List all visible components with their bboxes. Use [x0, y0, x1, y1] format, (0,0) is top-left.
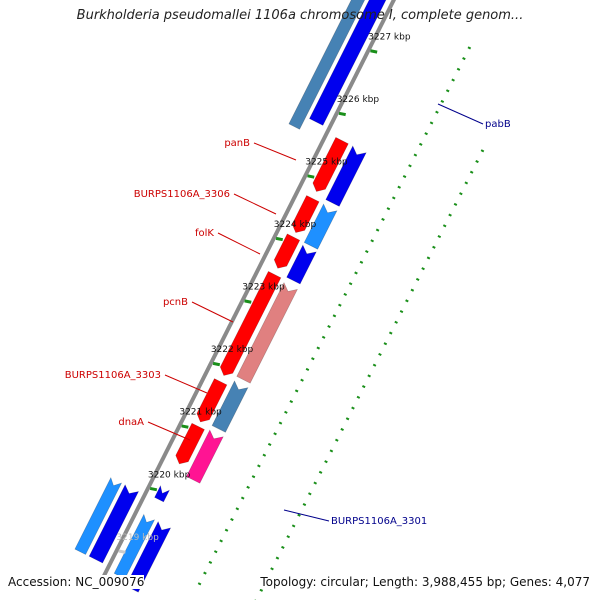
- leader-line-2: [233, 193, 277, 215]
- genome-summary: Topology: circular; Length: 3,988,455 bp…: [260, 575, 590, 589]
- gene-dnaA: [175, 422, 205, 465]
- gene-labels: panB BURPS1106A_3306 folK pcnB BURPS1106A_33…: [65, 103, 511, 527]
- gene-pabB-reverse: [288, 0, 366, 130]
- gene-label-6: dnaA: [118, 417, 144, 428]
- gc-skew-track-2: [254, 149, 485, 600]
- gene-panB: [312, 137, 349, 192]
- gene-label-4: pcnB: [163, 297, 188, 308]
- gc-skew-dots: [197, 46, 485, 600]
- tick-mark-6: [244, 299, 252, 304]
- gene-features: [74, 0, 397, 593]
- accession-text: Accession: NC_009076: [8, 575, 145, 589]
- tick-label-4: 3225 kbp: [305, 158, 348, 168]
- backbone-line: [98, 0, 397, 585]
- gene-inner-2: [303, 203, 338, 250]
- tick-mark-7: [212, 361, 221, 367]
- leader-line-1: [253, 142, 297, 161]
- map-title: Burkholderia pseudomallei 1106a chromoso…: [76, 8, 524, 23]
- gene-reverse-2: [88, 484, 140, 564]
- tick-mark-5: [275, 236, 284, 242]
- gene-reverse-4: [113, 513, 156, 580]
- gene-BURPS1106A_3303: [196, 378, 228, 423]
- leader-line-4: [191, 301, 234, 323]
- gene-label-5: BURPS1106A_3303: [65, 370, 161, 381]
- gene-label-1: panB: [224, 138, 250, 149]
- tick-label-3: 3226 kbp: [337, 95, 380, 105]
- gene-label-2: BURPS1106A_3306: [134, 189, 230, 200]
- tick-label-7: 3222 kbp: [211, 345, 254, 355]
- gene-label-7: pabB: [485, 119, 511, 130]
- gene-reverse-3: [74, 476, 123, 555]
- leader-line-7: [437, 103, 484, 125]
- gene-inner-6: [186, 429, 224, 484]
- gene-inner-4: [236, 281, 298, 384]
- leader-line-6: [147, 421, 191, 441]
- tick-mark-3: [338, 111, 346, 117]
- leader-line-5: [164, 374, 208, 394]
- tick-mark-9: [149, 486, 158, 492]
- tick-label-5: 3224 kbp: [274, 220, 317, 230]
- gene-label-3: folK: [195, 228, 214, 239]
- gene-folK: [273, 233, 301, 269]
- tick-label-9: 3220 kbp: [148, 470, 191, 480]
- gene-label-8: BURPS1106A_3301: [331, 516, 427, 527]
- tick-label-10: 3219 kbp: [116, 533, 159, 543]
- leader-line-3: [217, 232, 261, 255]
- gene-pcnB: [219, 271, 282, 376]
- tick-mark-2: [370, 49, 378, 54]
- gene-reverse-1: [309, 0, 387, 126]
- tick-mark-10: [118, 549, 126, 554]
- gene-BURPS1106A_3306: [291, 195, 320, 233]
- tick-label-2: 3227 kbp: [368, 33, 411, 43]
- gene-inner-1: [325, 145, 367, 207]
- tick-label-8: 3221 kbp: [179, 408, 222, 418]
- gene-inner-5: [211, 380, 249, 433]
- tick-label-6: 3223 kbp: [242, 283, 285, 293]
- leader-line-8: [283, 509, 330, 522]
- gene-small-reverse: [154, 484, 171, 503]
- tick-mark-4: [307, 174, 315, 179]
- gc-skew-track-1: [197, 46, 472, 586]
- tick-mark-8: [181, 424, 189, 429]
- gene-inner-3: [286, 244, 317, 285]
